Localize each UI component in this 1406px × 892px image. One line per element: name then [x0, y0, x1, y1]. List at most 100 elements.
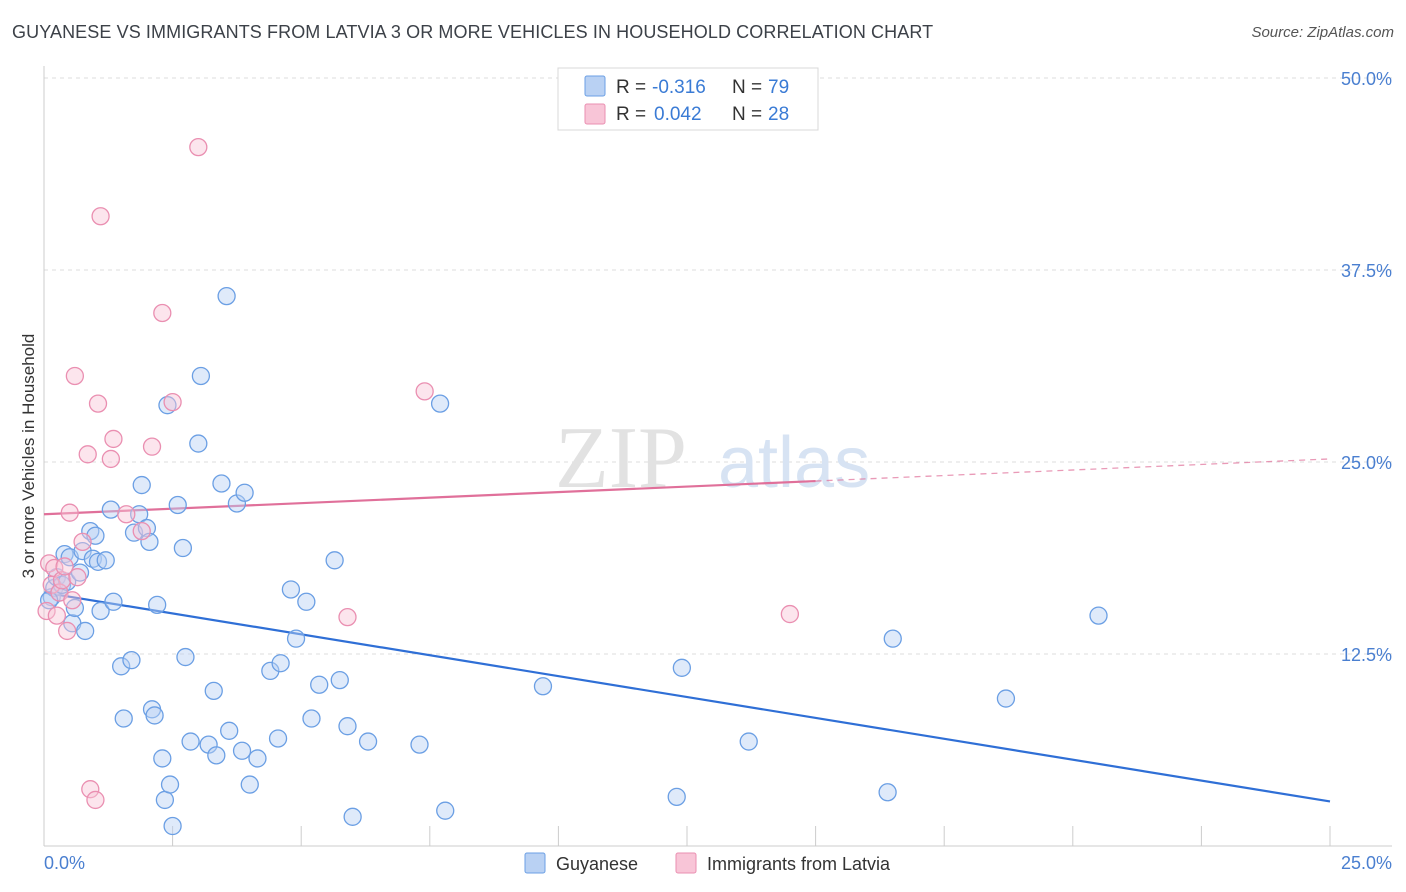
data-point-latvia	[163, 392, 182, 412]
data-point-latvia	[104, 429, 123, 449]
stats-legend: R = -0.316 N = 79 R = 0.042 N = 28	[557, 67, 819, 131]
data-point-latvia	[88, 394, 108, 413]
x-tick-label-max: 25.0%	[1341, 853, 1392, 873]
data-point-guyanese	[76, 621, 95, 641]
data-point-guyanese	[240, 775, 259, 794]
legend-n-latvia: 28	[768, 104, 789, 125]
data-point-latvia	[55, 557, 74, 576]
data-point-guyanese	[96, 551, 115, 570]
series-legend-label-latvia: Immigrants from Latvia	[707, 854, 891, 874]
data-point-guyanese	[533, 677, 553, 696]
data-point-guyanese	[148, 595, 167, 614]
data-point-latvia	[57, 621, 77, 641]
data-point-guyanese	[155, 790, 175, 810]
trend-lines	[43, 458, 1331, 803]
data-point-guyanese	[181, 732, 200, 751]
data-point-latvia	[101, 449, 121, 469]
y-tick-label: 12.5%	[1341, 645, 1392, 665]
data-point-guyanese	[325, 551, 344, 570]
data-point-guyanese	[358, 732, 378, 751]
data-point-guyanese	[158, 396, 177, 415]
data-point-guyanese	[91, 601, 110, 621]
data-point-guyanese	[343, 807, 362, 826]
data-point-latvia	[52, 571, 72, 590]
chart-source: Source: ZipAtlas.com	[1251, 24, 1394, 41]
data-point-guyanese	[217, 286, 236, 306]
series-legend: Guyanese Immigrants from Latvia	[524, 852, 891, 874]
data-point-guyanese	[173, 538, 193, 558]
data-point-guyanese	[430, 394, 450, 413]
data-point-guyanese	[330, 670, 349, 690]
data-point-latvia	[68, 568, 87, 587]
data-point-guyanese	[672, 658, 692, 677]
axes	[43, 66, 1392, 847]
data-point-guyanese	[281, 580, 301, 599]
data-point-guyanese	[883, 629, 902, 648]
data-point-guyanese	[302, 709, 321, 728]
data-point-guyanese	[271, 654, 290, 673]
data-point-guyanese	[145, 706, 164, 725]
data-point-latvia	[86, 790, 105, 810]
legend-n-label-latvia: N =	[732, 104, 762, 125]
legend-r-guyanese: -0.316	[652, 77, 706, 98]
data-point-latvia	[117, 505, 136, 524]
data-point-guyanese	[163, 816, 182, 836]
data-point-latvia	[142, 437, 162, 456]
series-legend-swatch-guyanese	[524, 852, 546, 874]
legend-n-guyanese: 79	[768, 77, 789, 98]
legend-r-latvia: 0.042	[654, 104, 702, 125]
data-point-guyanese	[310, 675, 329, 694]
data-point-guyanese	[160, 775, 180, 794]
data-point-guyanese	[101, 500, 121, 519]
trend-line-extension-latvia	[815, 458, 1331, 482]
data-point-latvia	[153, 303, 172, 323]
data-point-guyanese	[132, 475, 151, 495]
legend-n-label-guyanese: N =	[732, 77, 762, 98]
data-point-latvia	[73, 532, 92, 552]
data-point-guyanese	[191, 366, 211, 386]
data-point-guyanese	[137, 518, 157, 538]
data-point-latvia	[65, 366, 85, 386]
data-point-guyanese	[878, 783, 897, 802]
data-point-latvia	[132, 521, 151, 541]
series-legend-swatch-latvia	[675, 852, 697, 874]
data-point-guyanese	[168, 495, 187, 515]
data-point-latvia	[415, 382, 434, 401]
series-legend-label-guyanese: Guyanese	[556, 854, 638, 874]
data-point-guyanese	[153, 749, 172, 768]
y-tick-label: 50.0%	[1341, 69, 1392, 89]
data-point-guyanese	[667, 787, 686, 806]
data-point-guyanese	[176, 647, 195, 667]
gridlines	[44, 77, 1392, 655]
y-tick-label: 37.5%	[1341, 261, 1392, 281]
data-point-guyanese	[248, 749, 267, 768]
data-point-guyanese	[104, 592, 123, 611]
data-point-guyanese	[112, 657, 131, 676]
data-point-guyanese	[235, 483, 254, 502]
data-point-latvia	[81, 780, 100, 799]
data-point-guyanese	[436, 801, 455, 820]
data-point-guyanese	[286, 629, 306, 648]
legend-r-label-latvia: R =	[616, 104, 646, 125]
data-point-guyanese	[212, 474, 231, 493]
legend-swatch-latvia	[584, 103, 606, 125]
data-point-guyanese	[189, 434, 208, 453]
data-point-guyanese	[996, 689, 1016, 708]
watermark-atlas: atlas	[718, 423, 870, 503]
y-axis-label: 3 or more Vehicles in Household	[19, 334, 38, 579]
data-point-latvia	[37, 601, 56, 621]
data-point-latvia	[189, 137, 208, 157]
data-point-guyanese	[739, 732, 758, 751]
data-point-latvia	[60, 503, 79, 522]
data-point-latvia	[47, 606, 67, 625]
trend-line-guyanese	[43, 591, 1331, 803]
data-point-guyanese	[410, 735, 429, 754]
y-tick-label: 25.0%	[1341, 453, 1392, 473]
data-point-latvia	[63, 591, 82, 610]
data-point-guyanese	[220, 721, 239, 740]
data-point-latvia	[338, 607, 357, 627]
trend-line-latvia	[43, 479, 816, 516]
data-point-guyanese	[207, 746, 226, 765]
data-point-guyanese	[297, 592, 316, 611]
